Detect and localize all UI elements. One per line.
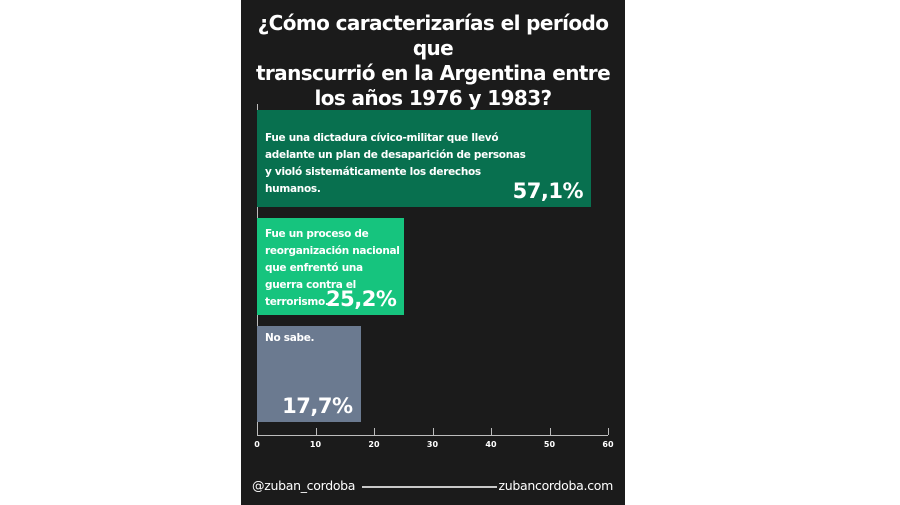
footer-website: zubancordoba.com	[498, 478, 614, 493]
x-tick-label: 0	[254, 440, 260, 449]
title-line-3: los años 1976 y 1983?	[314, 86, 552, 110]
bar-value: 57,1%	[512, 179, 584, 203]
x-tick	[491, 428, 492, 435]
bar-dictadura: Fue una dictadura cívico-militar que lle…	[257, 110, 592, 207]
chart-panel: ¿Cómo caracterizarías el período que tra…	[241, 0, 625, 505]
bar-value: 17,7%	[282, 394, 353, 418]
title-line-1: ¿Cómo caracterizarías el período que	[257, 11, 609, 60]
x-tick-label: 40	[485, 440, 497, 449]
bar-proceso: Fue un proceso de reorganización naciona…	[257, 218, 405, 315]
x-tick-label: 30	[426, 440, 439, 449]
title-line-2: transcurrió en la Argentina entre	[255, 61, 611, 85]
bar-label: Fue una dictadura cívico-militar que lle…	[265, 132, 526, 195]
x-tick	[257, 428, 258, 435]
footer-divider	[362, 486, 497, 488]
chart-title: ¿Cómo caracterizarías el período que tra…	[241, 11, 625, 111]
x-tick	[549, 428, 551, 435]
x-axis-line	[257, 435, 608, 436]
bar-label: Fue un proceso de reorganización naciona…	[265, 228, 400, 308]
footer-handle: @zuban_cordoba	[252, 478, 356, 493]
x-tick	[315, 428, 317, 435]
bar-value: 25,2%	[326, 287, 397, 311]
x-tick-label: 50	[543, 440, 556, 449]
x-tick-label: 10	[309, 440, 322, 449]
x-tick	[432, 428, 434, 435]
x-tick-label: 20	[368, 440, 380, 449]
x-tick	[374, 428, 375, 435]
x-tick	[608, 428, 609, 435]
bar-no-sabe: No sabe. 17,7%	[257, 326, 361, 422]
x-tick-label: 60	[602, 440, 614, 449]
bar-label: No sabe.	[265, 332, 315, 344]
